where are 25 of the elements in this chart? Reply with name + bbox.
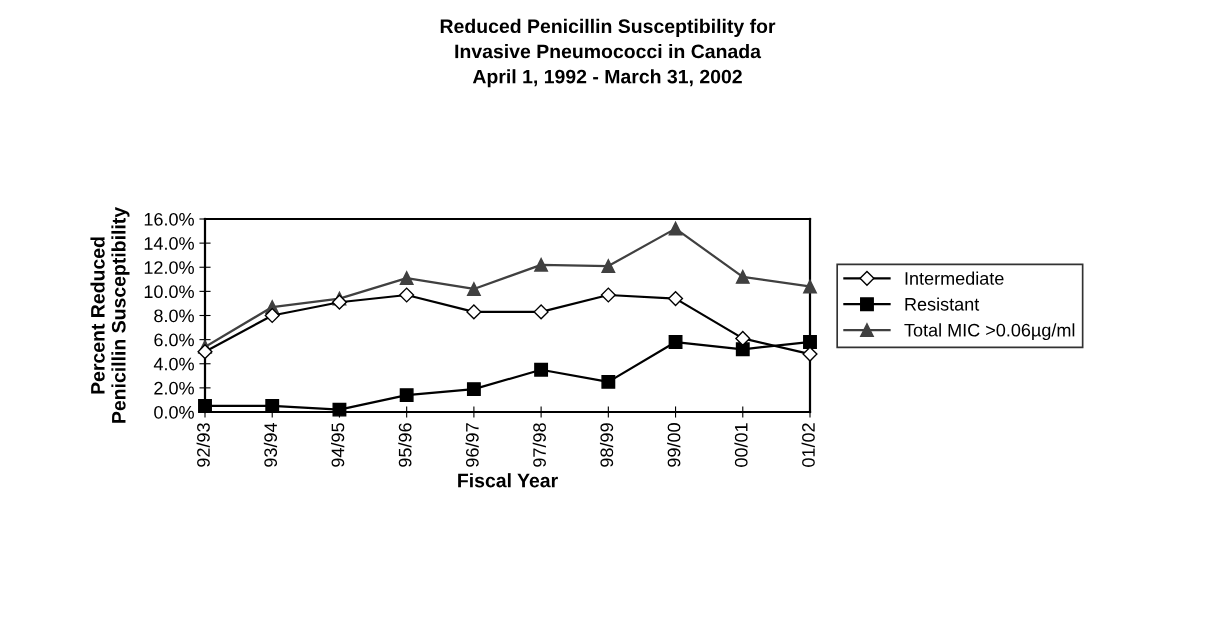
y-tick-label: 10.0% (144, 285, 194, 299)
y-tick-label: 12.0% (144, 261, 194, 274)
y-tick-label: 2.0% (154, 381, 194, 395)
y-axis-title: Percent Reduced Penicillin Susceptibility (90, 207, 130, 423)
x-tick-label: 00/01 (734, 423, 748, 467)
x-tick-label: 93/94 (263, 422, 278, 467)
x-tick-label: 97/98 (532, 423, 546, 467)
chart-title: Reduced Penicillin Susceptibility for Invasive Pneumococci in Canada April 1, 1992 - March 31, 2002 (440, 18, 776, 88)
x-tick-label: 99/00 (667, 423, 681, 467)
legend-label: Total MIC >0.06µg/ml (904, 323, 1075, 341)
x-tick-label: 94/95 (331, 423, 345, 467)
x-tick-label: 01/02 (801, 423, 815, 467)
y-tick-label: 8.0% (154, 309, 194, 323)
legend-label: Resistant (905, 297, 980, 311)
x-tick-label: 92/93 (196, 423, 210, 467)
x-tick-label: 95/96 (398, 423, 412, 467)
x-tick-label: 96/97 (465, 423, 479, 467)
x-tick-label: 98/99 (599, 423, 614, 467)
y-tick-label: 0.0% (154, 405, 194, 419)
y-tick-label: 6.0% (154, 333, 194, 347)
legend-label: Intermediate (905, 271, 1004, 285)
y-tick-label: 14.0% (144, 237, 194, 250)
x-axis-title: Fiscal Year (458, 473, 558, 488)
y-tick-label: 16.0% (144, 212, 194, 226)
y-tick-label: 4.0% (153, 357, 194, 371)
